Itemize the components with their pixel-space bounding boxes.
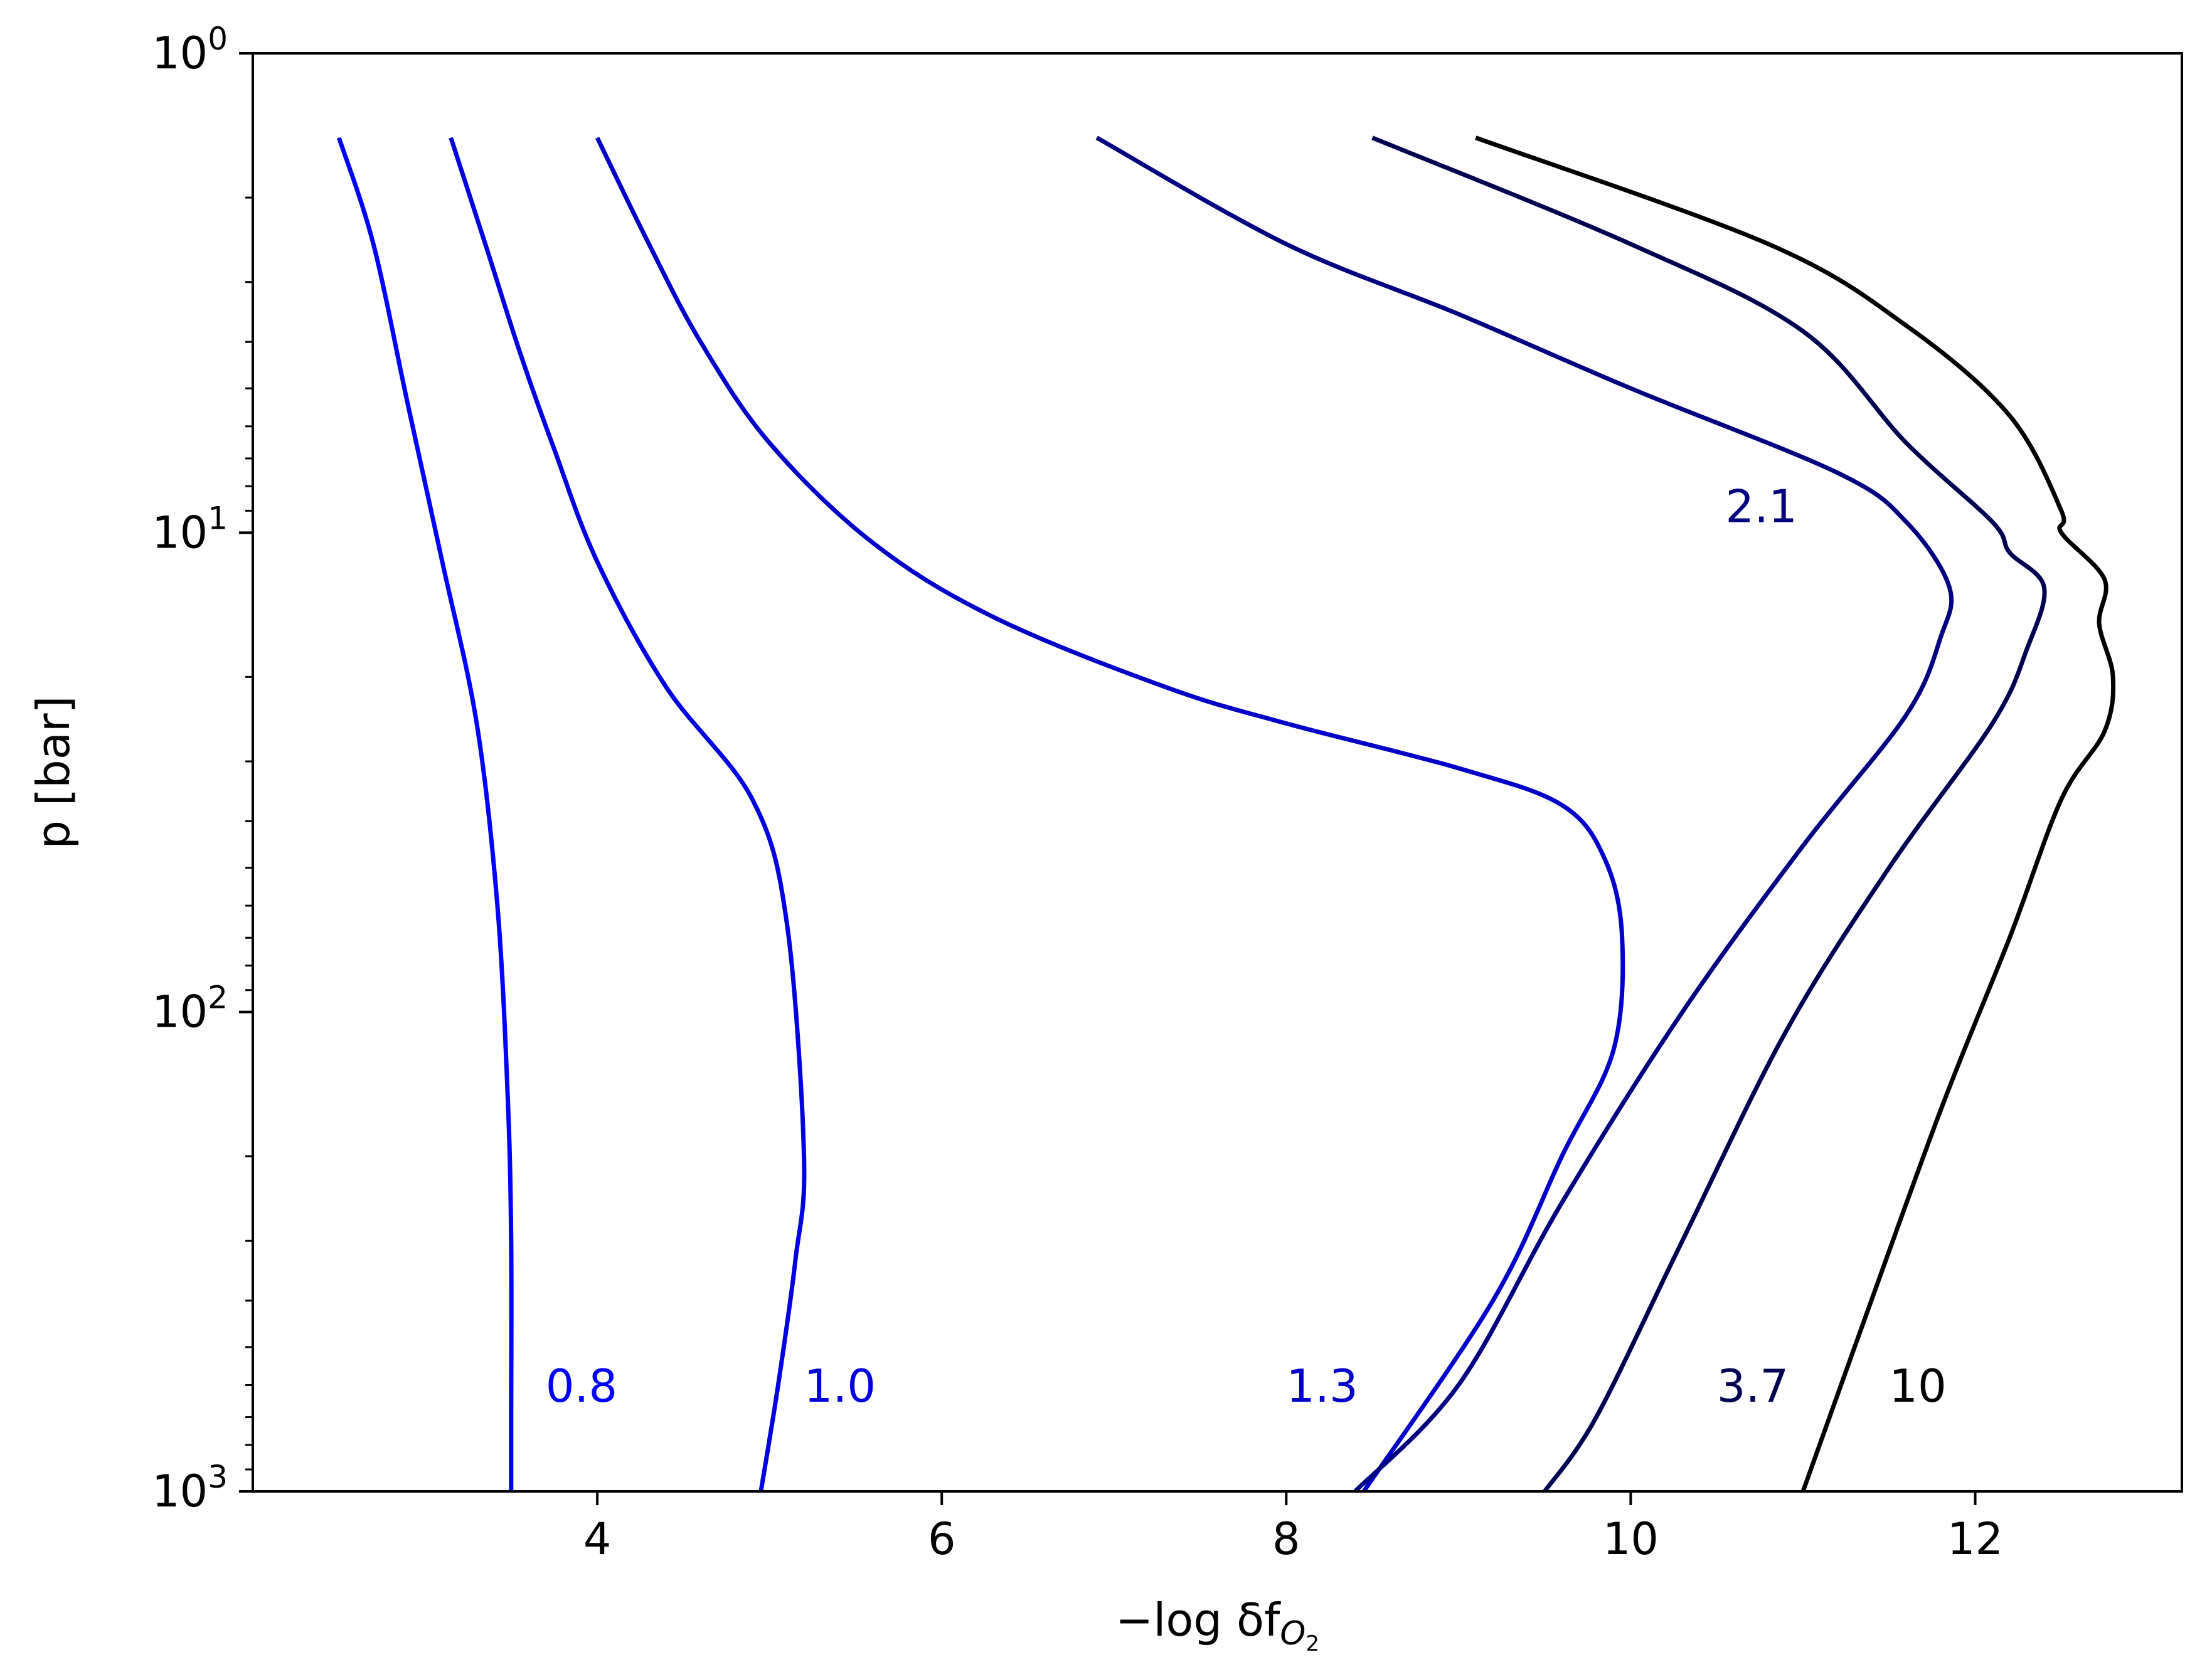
x-tick-label: 8 bbox=[1272, 1513, 1300, 1565]
y-axis-label: p [bar] bbox=[27, 696, 80, 849]
x-axis-label: −log δfO2 bbox=[1115, 1594, 1319, 1656]
series-line-5 bbox=[1475, 135, 2116, 1493]
series-label-4: 3.7 bbox=[1717, 1360, 1789, 1412]
y-tick-label: 101 bbox=[152, 500, 228, 558]
y-tick-label: 100 bbox=[152, 21, 228, 79]
series-line-4 bbox=[1371, 135, 2047, 1493]
series-label-3: 2.1 bbox=[1725, 480, 1797, 532]
series-line-3 bbox=[1095, 135, 1954, 1493]
series-label-0: 0.8 bbox=[546, 1360, 618, 1412]
x-tick-label: 10 bbox=[1603, 1513, 1659, 1565]
series-label-2: 1.3 bbox=[1286, 1360, 1358, 1412]
plot-frame bbox=[252, 52, 2183, 1493]
series-line-0 bbox=[336, 137, 514, 1491]
y-tick-label: 103 bbox=[152, 1459, 228, 1517]
x-tick-label: 4 bbox=[583, 1513, 612, 1565]
x-tick-label: 12 bbox=[1947, 1513, 2003, 1565]
y-tick-label: 102 bbox=[152, 980, 228, 1038]
ticks-layer: 4 6 8 10 12 100 101 102 103 bbox=[152, 21, 2003, 1565]
series-layer bbox=[336, 135, 2116, 1493]
series-label-5: 10 bbox=[1889, 1360, 1947, 1412]
series-line-2 bbox=[595, 137, 1625, 1493]
series-label-1: 1.0 bbox=[804, 1360, 876, 1412]
series-labels-layer: 0.8 1.0 1.3 2.1 3.7 10 bbox=[546, 480, 1947, 1412]
series-line-1 bbox=[449, 137, 807, 1492]
x-tick-label: 6 bbox=[928, 1513, 956, 1565]
